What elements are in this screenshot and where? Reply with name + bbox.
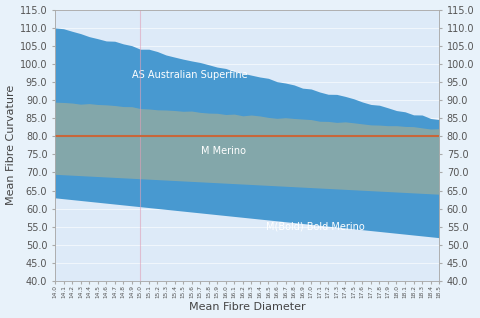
X-axis label: Mean Fibre Diameter: Mean Fibre Diameter	[189, 302, 305, 313]
Text: M(Bold) Bold Merino: M(Bold) Bold Merino	[266, 222, 365, 232]
Y-axis label: Mean Fibre Curvature: Mean Fibre Curvature	[6, 85, 15, 205]
Text: AS Australian Superfine: AS Australian Superfine	[132, 70, 248, 80]
Text: M Merino: M Merino	[201, 146, 246, 156]
